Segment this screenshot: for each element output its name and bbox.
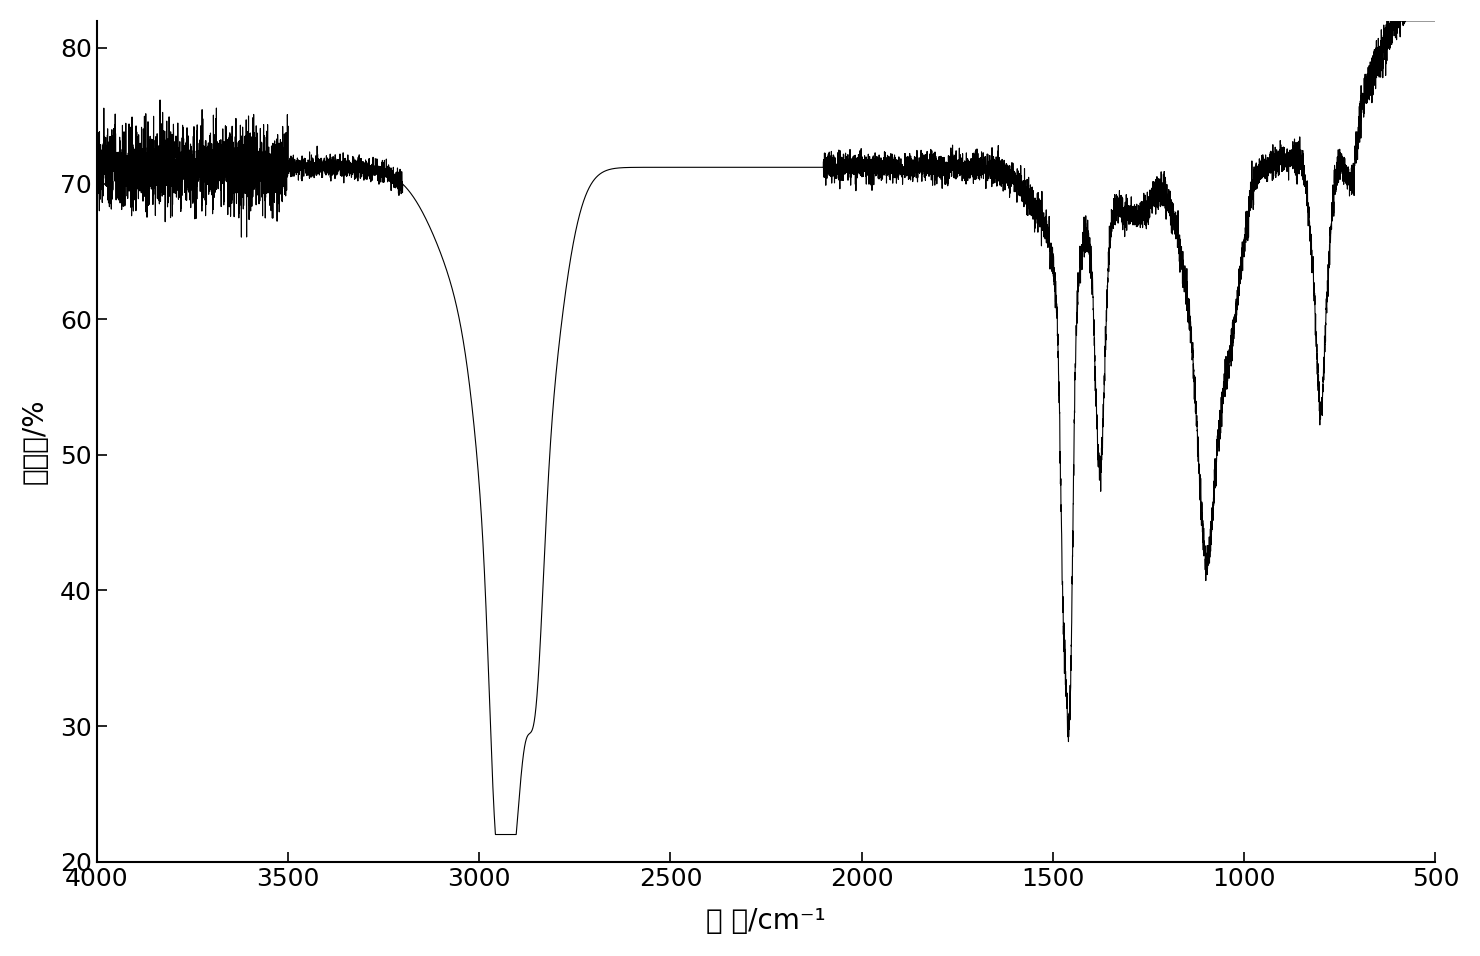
Y-axis label: 透光率/%: 透光率/% [21,399,49,484]
X-axis label: 波 数/cm⁻¹: 波 数/cm⁻¹ [706,907,826,935]
